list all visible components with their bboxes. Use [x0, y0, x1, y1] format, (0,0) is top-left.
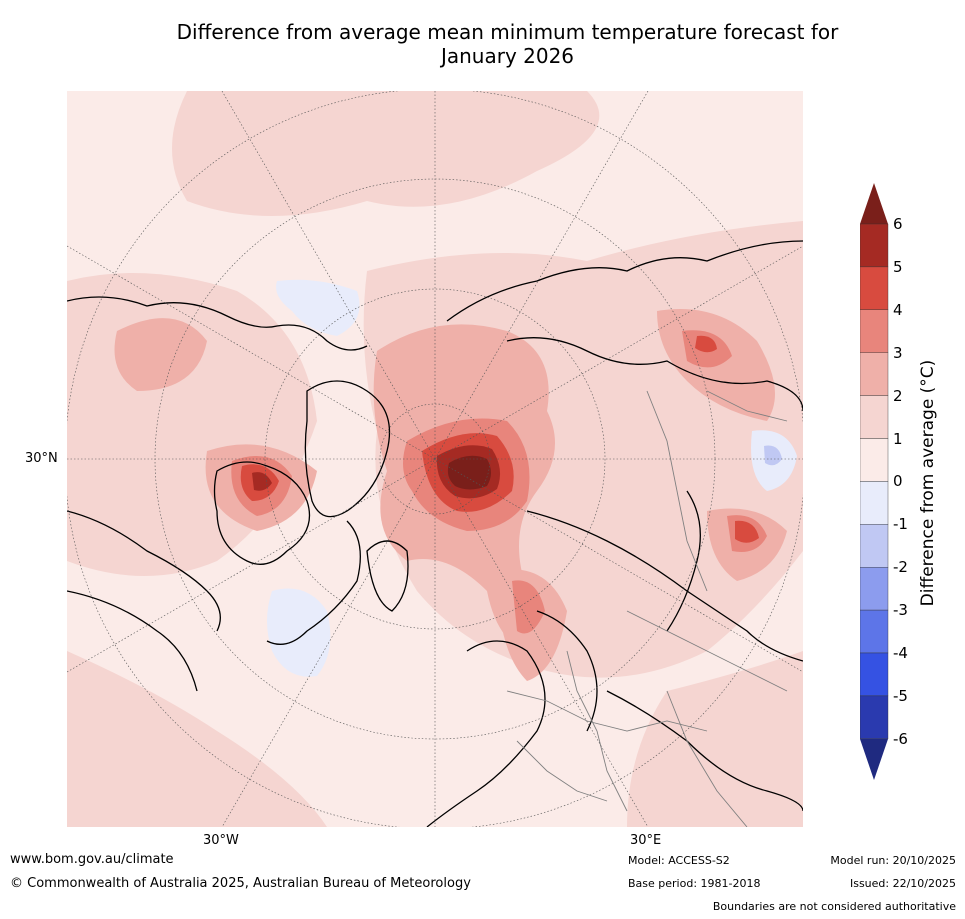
- title-line-1: Difference from average mean minimum tem…: [176, 20, 839, 44]
- colorbar-tick-label: 1: [893, 429, 903, 448]
- colorbar-segment: [860, 652, 889, 697]
- country-borders: [506, 390, 788, 827]
- colorbar: [860, 183, 889, 780]
- footer-model-run: Model run: 20/10/2025: [830, 854, 956, 867]
- colorbar-tick-label: 3: [893, 343, 903, 362]
- footer-website[interactable]: www.bom.gov.au/climate: [10, 852, 174, 867]
- lat-label-30n: 30°N: [25, 451, 58, 466]
- colorbar-segment: [860, 352, 889, 396]
- colorbar-segment: [860, 223, 889, 268]
- map-svg: [67, 91, 803, 827]
- central-asia-cooler-core: [764, 445, 782, 466]
- colorbar-tick-label: 0: [893, 472, 903, 491]
- map-title: Difference from average mean minimum tem…: [0, 20, 965, 68]
- title-line-2: January 2026: [440, 44, 575, 68]
- footer-copyright: © Commonwealth of Australia 2025, Austra…: [10, 876, 471, 891]
- colorbar-tick-label: 5: [893, 257, 903, 276]
- colorbar-segment: [860, 609, 889, 654]
- footer-model: Model: ACCESS-S2: [628, 854, 730, 867]
- forecast-map[interactable]: [67, 91, 803, 827]
- colorbar-segment: [860, 438, 889, 482]
- colorbar-segment: [860, 567, 889, 611]
- colorbar-tick-label: -2: [893, 558, 908, 577]
- graticule: [67, 91, 803, 827]
- colorbar-title: Difference from average (°C): [918, 359, 938, 607]
- footer-base-period: Base period: 1981-2018: [628, 877, 761, 890]
- colorbar-segments: [860, 223, 889, 740]
- colorbar-tick-label: -3: [893, 601, 908, 620]
- colorbar-segment: [860, 266, 889, 311]
- lon-label-30e: 30°E: [630, 833, 662, 848]
- footer-issued: Issued: 22/10/2025: [849, 877, 956, 890]
- colorbar-tick-label: 2: [893, 386, 903, 405]
- colorbar-top-arrow: [860, 183, 888, 224]
- colorbar-bottom-arrow: [860, 739, 888, 780]
- colorbar-tick-label: -5: [893, 686, 908, 705]
- colorbar-segment: [860, 309, 889, 353]
- colorbar-tick-label: -4: [893, 644, 908, 662]
- colorbar-segment: [860, 524, 889, 568]
- colorbar-tick-label: -6: [893, 729, 908, 748]
- north-atlantic-cool-region: [267, 588, 331, 677]
- coastlines: [67, 240, 803, 827]
- colorbar-tick-label: -1: [893, 515, 908, 534]
- colorbar-tick-label: 4: [893, 300, 903, 319]
- colorbar-segment: [860, 695, 889, 740]
- footer-disclaimer: Boundaries are not considered authoritat…: [712, 900, 956, 913]
- arctic-warm-core: [447, 455, 491, 490]
- atlantic-cool-region: [276, 279, 360, 336]
- colorbar-segment: [860, 395, 889, 439]
- colorbar-tick-label: 6: [893, 215, 903, 233]
- lon-label-30w: 30°W: [203, 833, 239, 848]
- colorbar-segment: [860, 481, 889, 525]
